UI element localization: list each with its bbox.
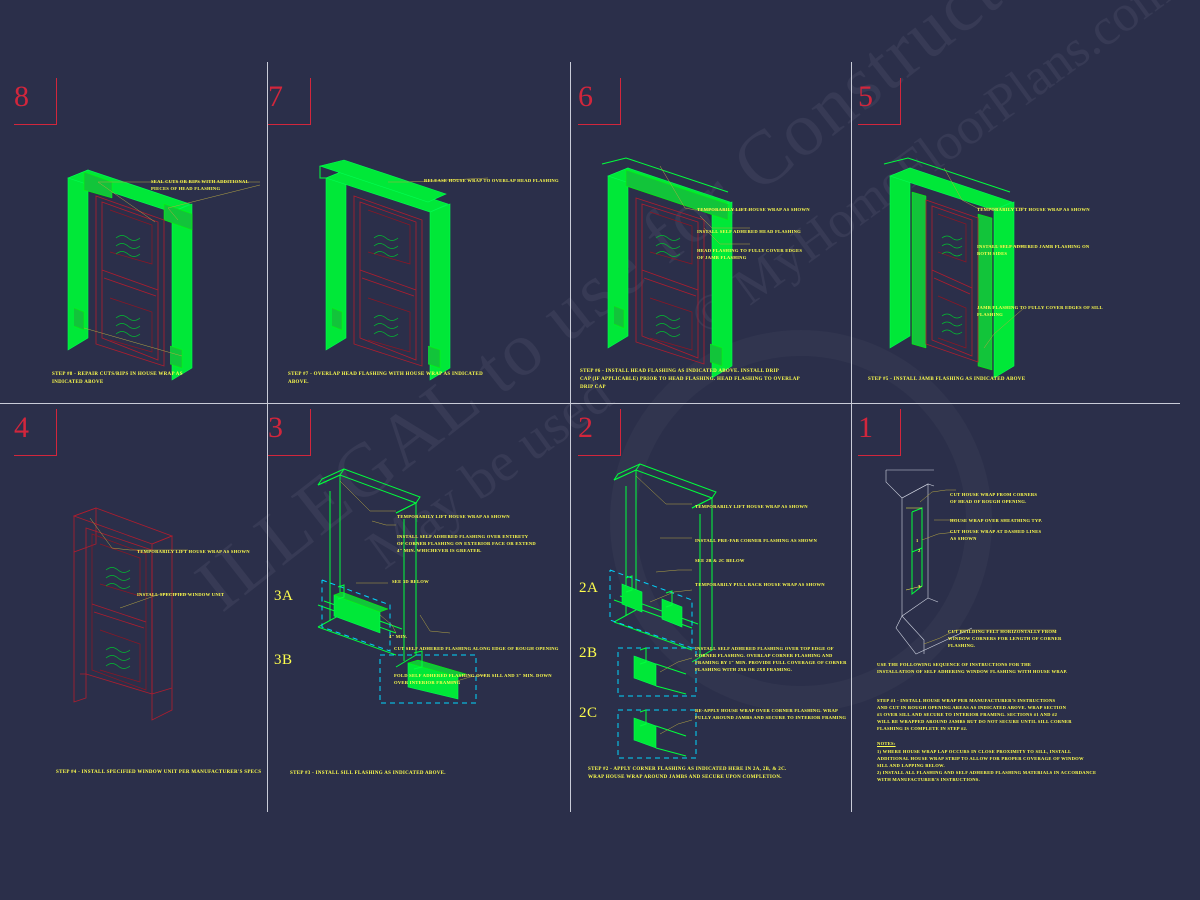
panel-4-caption: STEP #4 - INSTALL SPECIFIED WINDOW UNIT … xyxy=(56,770,262,775)
panel-5-caption: STEP #5 - INSTALL JAMB FLASHING AS INDIC… xyxy=(868,377,1026,382)
panel-number-4: 4 xyxy=(14,409,57,456)
panel-2-sublabel-2a: 2A xyxy=(579,580,599,596)
grid-divider-horizontal xyxy=(0,403,1180,404)
panel-number-1-text: 1 xyxy=(858,411,873,444)
grid-divider-vertical-3 xyxy=(851,62,852,812)
panel-number-5: 5 xyxy=(858,78,901,125)
panel-3-sublabel-3a: 3A xyxy=(274,588,294,604)
panel-number-2-text: 2 xyxy=(578,411,593,444)
panel-2-annotation-3: SEE 2B & 2C BELOW xyxy=(695,558,745,563)
panel-number-5-text: 5 xyxy=(858,80,873,113)
panel-5-annotation-2: INSTALL SELF ADHERED JAMB FLASHING ON BO… xyxy=(977,244,1090,257)
panel-number-8-text: 8 xyxy=(14,80,29,113)
panel-1-annotation-4: CUT BUILDING FELT HORIZONTALLY FROM WIND… xyxy=(948,629,1062,649)
panel-4-annotation-2: INSTALL SPECIFIED WINDOW UNIT xyxy=(137,592,225,597)
panel-2-annotation-4: TEMPORARILY PULL BACK HOUSE WRAP AS SHOW… xyxy=(695,582,825,587)
panel-6-annotation-2: INSTALL SELF ADHERED HEAD FLASHING xyxy=(697,229,801,234)
panel-7-caption: STEP #7 - OVERLAP HEAD FLASHING WITH HOU… xyxy=(288,372,483,385)
panel-2-annotation-5: INSTALL SELF ADHERED FLASHING OVER TOP E… xyxy=(695,646,847,673)
panel-1-annotation-1: CUT HOUSE WRAP FROM CORNERS OF HEAD OF R… xyxy=(950,492,1038,505)
panel-8-caption: STEP #8 - REPAIR CUTS/RIPS IN HOUSE WRAP… xyxy=(52,372,183,385)
panel-number-4-text: 4 xyxy=(14,411,29,444)
panel-number-7-text: 7 xyxy=(268,80,283,113)
panel-3-annotation-4: 4" MIN. xyxy=(389,634,408,639)
panel-1-detail-mark-1: 1 xyxy=(916,538,919,543)
panel-1-notes-title: NOTES: xyxy=(877,741,896,746)
panel-3-sublabel-3b: 3B xyxy=(274,652,293,668)
panel-1-step-text: STEP #1 - INSTALL HOUSE WRAP PER MANUFAC… xyxy=(877,698,1072,732)
panel-2-sublabel-2b: 2B xyxy=(579,645,598,661)
panel-2-annotation-6: RE-APPLY HOUSE WRAP OVER CORNER FLASHING… xyxy=(695,708,847,721)
panel-4-annotation-1: TEMPORARILY LIFT HOUSE WRAP AS SHOWN xyxy=(137,549,250,554)
panel-2-sublabel-2c: 2C xyxy=(579,705,598,721)
panel-1-annotation-2: HOUSE WRAP OVER SHEATHING TYP. xyxy=(950,518,1043,523)
grid-divider-vertical-2 xyxy=(570,62,571,812)
panel-1-detail-mark-2: 2 xyxy=(918,548,921,553)
panel-3-annotation-3: SEE 3D BELOW xyxy=(392,579,429,584)
panel-1-detail-mark-3: 3 xyxy=(918,584,921,589)
panel-number-2: 2 xyxy=(578,409,621,456)
panel-6-annotation-1: TEMPORARILY LIFT HOUSE WRAP AS SHOWN xyxy=(697,207,810,212)
panel-8-annotation-1: SEAL CUTS OR RIPS WITH ADDITIONAL PIECES… xyxy=(151,179,249,192)
panel-number-3: 3 xyxy=(268,409,311,456)
panel-number-7: 7 xyxy=(268,78,311,125)
panel-6-caption: STEP #6 - INSTALL HEAD FLASHING AS INDIC… xyxy=(580,369,801,390)
panel-number-6-text: 6 xyxy=(578,80,593,113)
panel-5-annotation-1: TEMPORARILY LIFT HOUSE WRAP AS SHOWN xyxy=(977,207,1090,212)
panel-2-annotation-1: TEMPORARILY LIFT HOUSE WRAP AS SHOWN xyxy=(695,504,808,509)
panel-number-3-text: 3 xyxy=(268,411,283,444)
panel-2-annotation-2: INSTALL PRE-FAB CORNER FLASHING AS SHOWN xyxy=(695,538,818,543)
panel-1-intro-text: USE THE FOLLOWING SEQUENCE OF INSTRUCTIO… xyxy=(877,662,1068,675)
panel-3-annotation-1: TEMPORARILY LIFT HOUSE WRAP AS SHOWN xyxy=(397,514,510,519)
panel-1-annotation-3: CUT HOUSE WRAP AT DASHED LINES AS SHOWN xyxy=(950,529,1042,542)
panel-3-annotation-5: CUT SELF ADHERED FLASHING ALONG EDGE OF … xyxy=(394,646,559,651)
panel-5-annotation-3: JAMB FLASHING TO FULLY COVER EDGES OF SI… xyxy=(977,305,1103,318)
panel-number-1: 1 xyxy=(858,409,901,456)
panel-7-annotation-1: RELEASE HOUSE WRAP TO OVERLAP HEAD FLASH… xyxy=(424,178,559,183)
panel-1-notes-body: 1) WHERE HOUSE WRAP LAP OCCURS IN CLOSE … xyxy=(877,749,1097,783)
panel-3-annotation-6: FOLD SELF ADHERED FLASHING OVER SILL AND… xyxy=(394,673,552,686)
panel-6-annotation-3: HEAD FLASHING TO FULLY COVER EDGES OF JA… xyxy=(697,248,803,261)
panel-number-8: 8 xyxy=(14,78,57,125)
panel-2-caption: STEP #2 - APPLY CORNER FLASHING AS INDIC… xyxy=(588,767,787,780)
panel-3-annotation-2: INSTALL SELF ADHERED FLASHING OVER ENTIR… xyxy=(397,534,536,554)
grid-divider-vertical-1 xyxy=(267,62,268,812)
panel-number-6: 6 xyxy=(578,78,621,125)
panel-3-caption: STEP #3 - INSTALL SILL FLASHING AS INDIC… xyxy=(290,771,446,776)
